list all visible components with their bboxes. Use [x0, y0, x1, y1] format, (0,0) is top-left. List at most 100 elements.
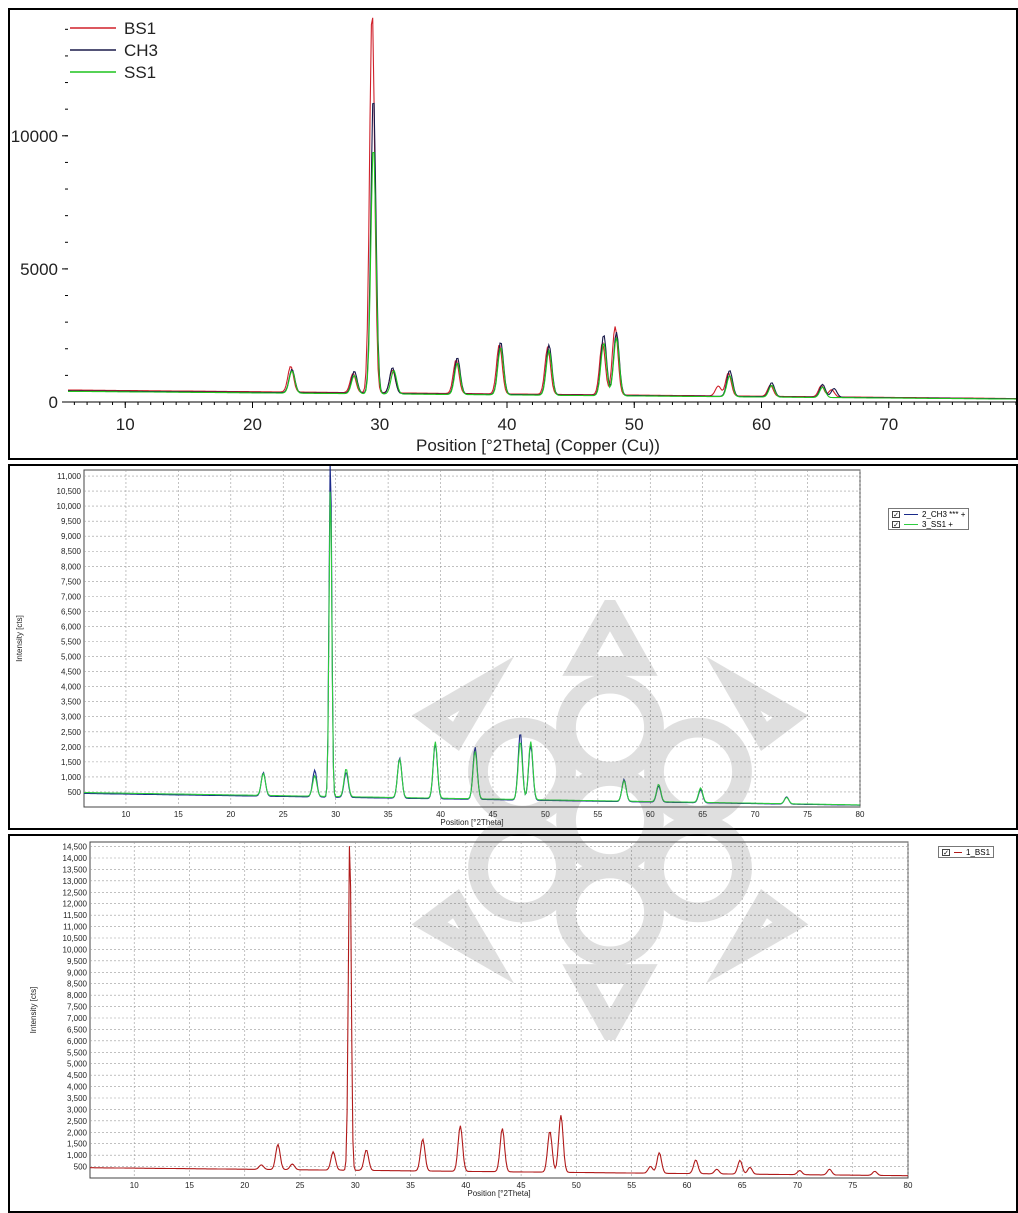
series-line-ss1: [68, 151, 1016, 400]
legend-label: 1_BS1: [966, 847, 991, 857]
x-axis-label: Position [°2Theta] (Copper (Cu)): [416, 436, 660, 455]
x-tick-label: 70: [751, 810, 760, 819]
y-tick-label: 14,000: [63, 854, 88, 863]
x-tick-label: 45: [489, 810, 498, 819]
y-tick-label: 4,000: [61, 683, 82, 692]
y-tick-label: 5000: [20, 260, 58, 279]
y-tick-label: 5,500: [67, 1048, 88, 1057]
y-tick-label: 11,500: [63, 911, 87, 920]
x-tick-label: 10: [130, 1181, 139, 1190]
x-tick-label: 80: [904, 1181, 913, 1190]
xrd-chart-2: 10 15 20 25 30 35 40 45 50 55 60 65 70 75 80 500 1,000 1,…: [15, 466, 865, 827]
y-tick-label: 10,000: [63, 945, 88, 954]
x-tick-label: 80: [856, 810, 865, 819]
legend-label: 2_CH3 *** +: [922, 509, 966, 519]
y-tick-label: 10,500: [63, 934, 88, 943]
y-tick-label: 5,000: [67, 1060, 88, 1069]
y-tick-label: 14,500: [63, 843, 88, 852]
x-tick-label: 15: [185, 1181, 194, 1190]
y-tick-label: 0: [49, 393, 58, 412]
xrd-chart-1: 10 20 30 40 50 60 70 0 5000 10000 Position [°2Thet…: [11, 17, 1016, 455]
chart-2-legend: ✓ 2_CH3 *** + ✓ 3_SS1 +: [888, 508, 970, 530]
x-tick-label: 20: [240, 1181, 249, 1190]
legend-item[interactable]: ✓ 2_CH3 *** +: [889, 509, 968, 519]
y-tick-label: 11,000: [63, 923, 87, 932]
x-tick-label: 40: [436, 810, 445, 819]
xrd-chart-panel-3: 10 15 20 25 30 35 40 45 50 55 60 65 70 75 80 500 1,000 1,…: [8, 834, 1018, 1213]
x-tick-label: 20: [226, 810, 235, 819]
xrd-chart-panel-1: 10 20 30 40 50 60 70 0 5000 10000 Position [°2Thet…: [8, 8, 1018, 460]
x-tick-label: 30: [351, 1181, 360, 1190]
y-tick-label: 8,500: [61, 547, 82, 556]
x-tick-label: 60: [682, 1181, 691, 1190]
x-tick-label: 10: [121, 810, 130, 819]
series-line: [84, 491, 860, 806]
legend-swatch: [954, 851, 962, 853]
x-tick-label: 10: [116, 415, 135, 434]
y-tick-label: 13,500: [63, 865, 88, 874]
legend-swatch: [904, 523, 918, 525]
checkbox-checked-icon[interactable]: ✓: [892, 510, 900, 519]
legend-item[interactable]: ✓ 1_BS1: [939, 847, 993, 857]
x-tick-label: 40: [498, 415, 517, 434]
y-tick-label: 8,000: [67, 991, 88, 1000]
y-tick-label: 3,500: [61, 698, 82, 707]
xrd-chart-3: 10 15 20 25 30 35 40 45 50 55 60 65 70 75 80 500 1,000 1,…: [29, 841, 913, 1198]
x-tick-label: 65: [698, 810, 707, 819]
y-tick-label: 7,000: [61, 592, 82, 601]
y-tick-label: 3,500: [67, 1094, 88, 1103]
y-tick-label: 12,500: [63, 888, 88, 897]
y-tick-label: 10,500: [57, 487, 82, 496]
x-tick-label: 30: [331, 810, 340, 819]
legend-label: CH3: [124, 41, 158, 60]
legend-swatch: [904, 513, 918, 515]
checkbox-checked-icon[interactable]: ✓: [892, 520, 900, 529]
y-tick-label: 6,500: [67, 1025, 88, 1034]
x-tick-label: 20: [243, 415, 262, 434]
y-tick-label: 5,500: [61, 638, 82, 647]
y-tick-label: 1,500: [67, 1140, 88, 1149]
y-tick-label: 8,000: [61, 562, 82, 571]
y-tick-label: 10000: [11, 127, 58, 146]
y-tick-label: 2,000: [67, 1128, 88, 1137]
y-tick-label: 500: [68, 788, 82, 797]
x-tick-label: 50: [541, 810, 550, 819]
x-tick-label: 60: [752, 415, 771, 434]
y-tick-label: 11,000: [57, 472, 81, 481]
x-tick-label: 70: [879, 415, 898, 434]
y-tick-label: 4,500: [67, 1071, 88, 1080]
y-tick-label: 1,000: [61, 773, 82, 782]
x-tick-label: 55: [593, 810, 602, 819]
x-tick-label: 50: [572, 1181, 581, 1190]
y-tick-label: 3,000: [61, 713, 82, 722]
y-tick-label: 2,500: [61, 728, 82, 737]
x-axis-label: Position [°2Theta]: [440, 818, 503, 827]
series-line-bs1: [68, 17, 1016, 400]
x-tick-label: 35: [406, 1181, 415, 1190]
x-tick-label: 70: [793, 1181, 802, 1190]
y-tick-label: 9,000: [67, 968, 88, 977]
y-tick-label: 9,500: [67, 957, 88, 966]
x-tick-label: 55: [627, 1181, 636, 1190]
y-tick-label: 7,500: [61, 577, 82, 586]
legend-label: BS1: [124, 19, 156, 38]
y-tick-label: 5,000: [61, 653, 82, 662]
legend-label: SS1: [124, 63, 156, 82]
xrd-chart-panel-2: 10 15 20 25 30 35 40 45 50 55 60 65 70 75 80 500 1,000 1,…: [8, 464, 1018, 830]
plot-area: [83, 469, 861, 808]
x-tick-label: 50: [625, 415, 644, 434]
legend-item[interactable]: ✓ 3_SS1 +: [889, 519, 968, 529]
x-tick-label: 40: [461, 1181, 470, 1190]
y-tick-label: 8,500: [67, 980, 88, 989]
x-tick-label: 65: [738, 1181, 747, 1190]
y-tick-label: 2,500: [67, 1117, 88, 1126]
y-tick-label: 4,500: [61, 668, 82, 677]
y-tick-label: 7,000: [67, 1014, 88, 1023]
checkbox-checked-icon[interactable]: ✓: [942, 848, 950, 857]
y-tick-label: 6,000: [61, 622, 82, 631]
y-tick-label: 1,500: [61, 758, 82, 767]
y-tick-label: 4,000: [67, 1083, 88, 1092]
series-line-ch3: [68, 102, 1016, 400]
x-axis-label: Position [°2Theta]: [467, 1189, 530, 1198]
x-tick-label: 75: [848, 1181, 857, 1190]
